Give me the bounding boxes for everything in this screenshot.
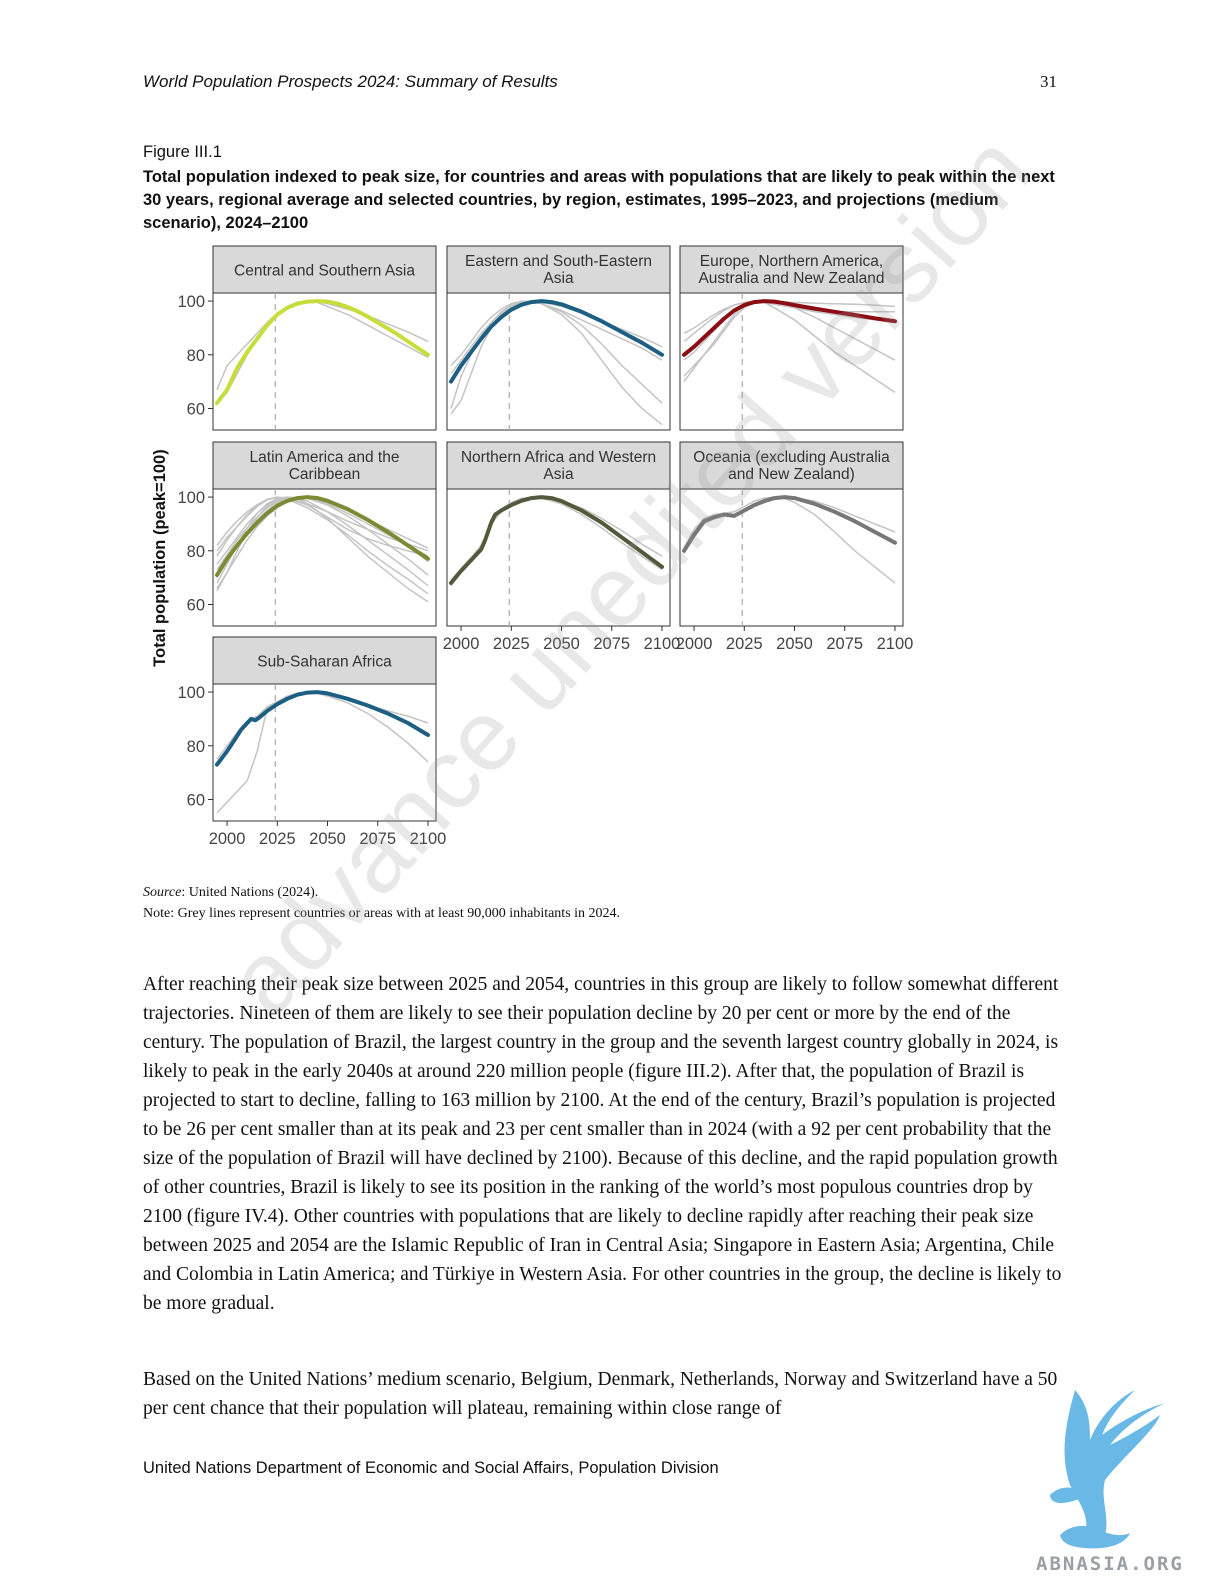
y-tick-label: 80: [187, 347, 205, 365]
panel-title: Central and Southern Asia: [234, 263, 415, 280]
x-tick-label: 2100: [644, 635, 681, 653]
logo-text: ABNASIA.ORG: [1036, 1553, 1184, 1575]
panel-title: and New Zealand): [728, 466, 855, 483]
panel-title: Europe, Northern America,: [700, 253, 884, 270]
panel-3: Europe, Northern America,Australia and N…: [679, 245, 904, 431]
x-tick-label: 2075: [593, 635, 630, 653]
panel-plot-area: [212, 292, 437, 431]
x-tick-label: 2075: [826, 635, 863, 653]
panel-strip: [446, 245, 671, 294]
panel-plot-area: [679, 488, 904, 627]
panel-title: Caribbean: [289, 466, 361, 483]
page-footer: United Nations Department of Economic an…: [143, 1459, 719, 1477]
y-tick-label: 100: [177, 293, 205, 311]
country-line: [216, 496, 429, 571]
x-tick-label: 2025: [259, 830, 296, 848]
body-paragraph-1: After reaching their peak size between 2…: [143, 974, 1062, 1314]
y-tick-label: 100: [177, 684, 205, 702]
x-tick-label: 2025: [726, 635, 763, 653]
panel-strip: [679, 441, 904, 490]
figure-label: Figure III.1: [143, 143, 222, 161]
panel-strip: [212, 636, 437, 685]
panel-plot-area: [679, 292, 904, 431]
panel-title: Australia and New Zealand: [698, 270, 884, 287]
x-tick-label: 2075: [359, 830, 396, 848]
panel-strip: [212, 245, 437, 294]
y-tick-label: 60: [187, 597, 205, 615]
x-tick-label: 2025: [493, 635, 530, 653]
figure-source-note: Source: United Nations (2024). Note: Gre…: [143, 882, 620, 924]
y-tick-label: 80: [187, 738, 205, 756]
x-tick-label: 2050: [309, 830, 346, 848]
panel-title: Asia: [543, 270, 574, 287]
panel-1: Central and Southern Asia 60 80 100: [177, 245, 437, 431]
panel-title: Latin America and the: [250, 449, 400, 466]
page-number: 31: [1040, 72, 1057, 91]
source-label: Source: [143, 885, 182, 900]
x-tick-label: 2000: [209, 830, 246, 848]
regional-average-line: [449, 495, 664, 585]
panel-plot-area: [446, 292, 671, 431]
panel-title: Eastern and South-Eastern: [465, 253, 652, 270]
country-line: [683, 496, 896, 584]
panel-strip: [212, 441, 437, 490]
x-tick-label: 2100: [410, 830, 447, 848]
figure-title: Total population indexed to peak size, f…: [143, 168, 1055, 232]
running-header-title: World Population Prospects 2024: Summary…: [143, 72, 558, 91]
panel-title: Asia: [543, 466, 574, 483]
panel-title: Sub-Saharan Africa: [257, 654, 392, 671]
regional-average-line: [682, 495, 897, 553]
source-text: : United Nations (2024).: [181, 885, 319, 900]
faceted-line-chart: Total population (peak=100) Central and S…: [151, 245, 914, 848]
panel-title: Northern Africa and Western: [461, 449, 656, 466]
source-line: Source: United Nations (2024).: [143, 882, 620, 903]
y-tick-label: 100: [177, 489, 205, 507]
country-line: [450, 300, 663, 367]
panel-7: Sub-Saharan Africa 60 80 100 2000 2025 2050 207…: [177, 636, 447, 848]
panel-title: Oceania (excluding Australia: [693, 449, 890, 466]
note-line: Note: Grey lines represent countries or …: [143, 906, 621, 921]
y-tick-label: 60: [187, 401, 205, 419]
regional-average-line: [215, 299, 430, 406]
regional-average-line: [682, 299, 897, 357]
x-tick-label: 2000: [676, 635, 713, 653]
regional-average-line: [449, 299, 664, 384]
panel-plot-area: [446, 488, 671, 627]
x-tick-label: 2000: [443, 635, 480, 653]
eagle-logo-icon: [1050, 1390, 1165, 1549]
y-axis-title: Total population (peak=100): [151, 449, 169, 666]
x-tick-label: 2050: [776, 635, 813, 653]
panel-plot-area: [212, 683, 437, 822]
body-paragraph-2: Based on the United Nations’ medium scen…: [143, 1369, 1058, 1419]
regional-average-line: [215, 690, 430, 767]
x-tick-label: 2100: [877, 635, 914, 653]
y-tick-label: 60: [187, 792, 205, 810]
x-tick-label: 2050: [543, 635, 580, 653]
y-tick-label: 80: [187, 543, 205, 561]
regional-average-line: [215, 495, 430, 577]
